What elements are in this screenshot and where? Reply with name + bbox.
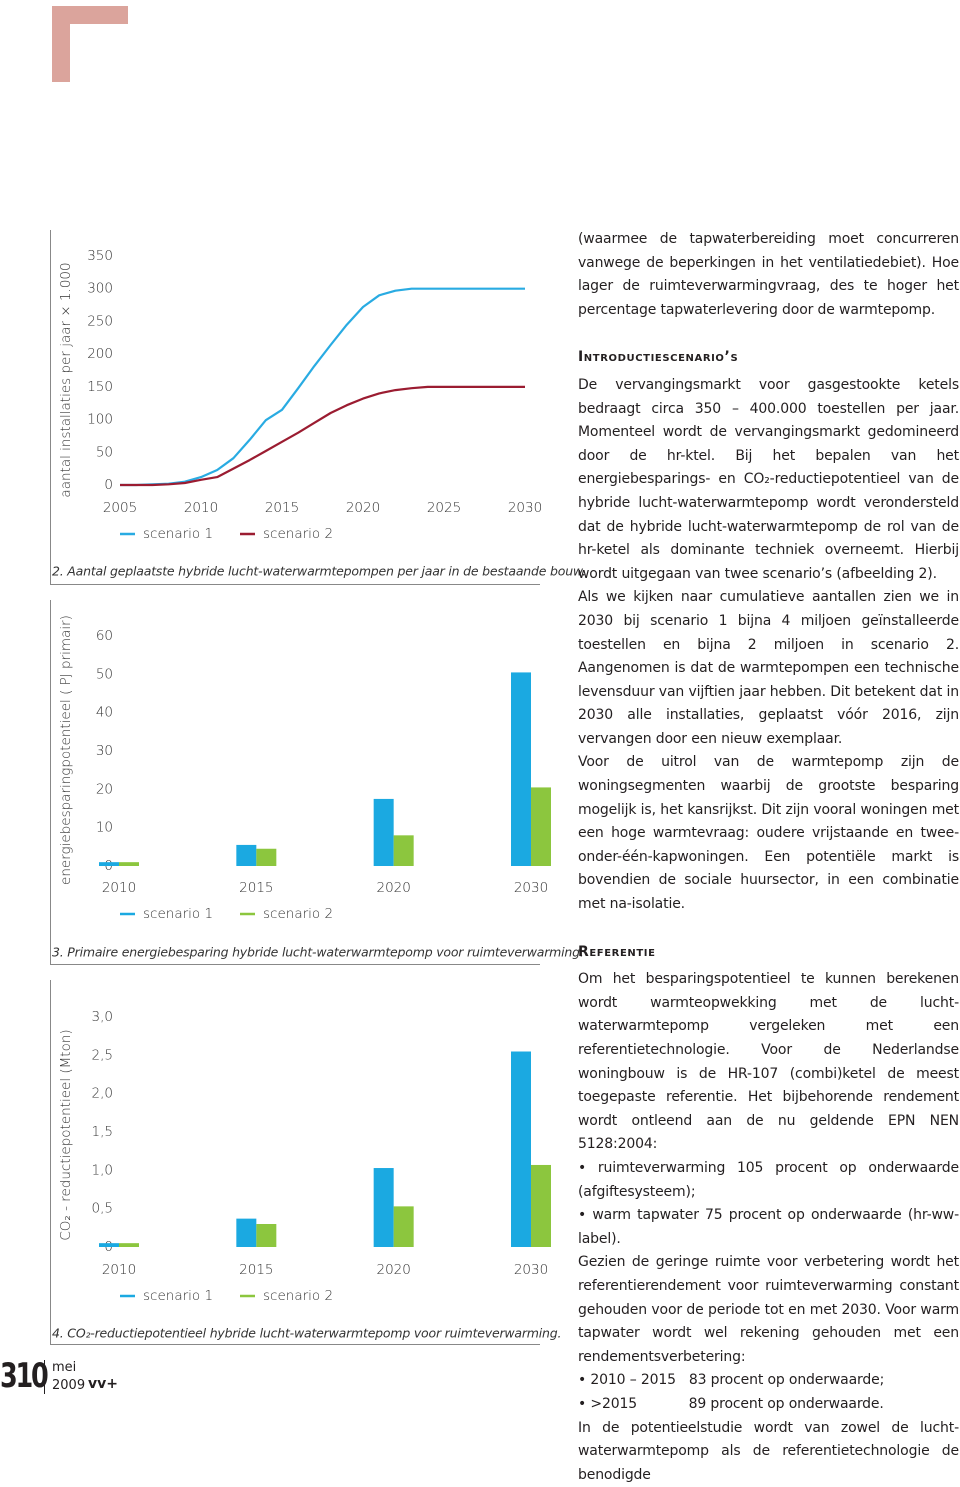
paragraph: (waarmee de tapwaterbereiding moet concu… bbox=[578, 228, 959, 322]
y-tick-label: 100 bbox=[87, 412, 113, 428]
bar bbox=[531, 787, 551, 866]
paragraph: Voor de uitrol van de warmtepomp zijn de… bbox=[578, 751, 959, 916]
legend-label: scenario 1 bbox=[143, 906, 213, 922]
x-tick-label: 2010 bbox=[102, 880, 136, 896]
y-axis-label: CO₂ - reductiepotentieel (Mton) bbox=[58, 1029, 74, 1240]
x-tick-label: 2015 bbox=[265, 500, 299, 516]
x-tick-label: 2010 bbox=[184, 500, 218, 516]
y-tick-label: 1,0 bbox=[92, 1162, 113, 1178]
x-tick-label: 2030 bbox=[514, 1262, 548, 1278]
legend-label: scenario 1 bbox=[143, 526, 213, 542]
x-tick-label: 2010 bbox=[102, 1262, 136, 1278]
magazine: vv+ bbox=[88, 1376, 118, 1392]
list-item: • ruimteverwarming 105 procent op onderw… bbox=[578, 1157, 959, 1204]
caption: 4. CO₂-reductiepotentieel hybride lucht-… bbox=[52, 1326, 561, 1341]
x-tick-label: 2020 bbox=[376, 1262, 410, 1278]
bar bbox=[394, 1206, 414, 1247]
decoration bbox=[52, 6, 70, 82]
x-tick-label: 2020 bbox=[346, 500, 380, 516]
chart: 0102030405060energiebesparingpotentieel … bbox=[50, 600, 540, 965]
article: (waarmee de tapwaterbereiding moet concu… bbox=[578, 228, 959, 1487]
y-tick-label: 200 bbox=[87, 346, 113, 362]
x-tick-label: 2030 bbox=[514, 880, 548, 896]
y-tick-label: 2,5 bbox=[92, 1047, 113, 1063]
divider bbox=[44, 1360, 45, 1394]
bar bbox=[531, 1165, 551, 1247]
y-tick-label: 2,0 bbox=[92, 1086, 113, 1102]
y-tick-label: 20 bbox=[96, 781, 113, 797]
heading: Introductiescenario’s bbox=[578, 346, 959, 370]
page-number: 310 bbox=[0, 1356, 46, 1396]
y-tick-label: 0,5 bbox=[92, 1201, 113, 1217]
paragraph: Als we kijken naar cumulatieve aantallen… bbox=[578, 586, 959, 751]
page: 0 50 100 150 200 250 300 350 aantal installaties… bbox=[0, 0, 960, 1396]
paragraph: De vervangingsmarkt voor gasgestookte ke… bbox=[578, 374, 959, 586]
paragraph: Gezien de geringe ruimte voor verbeterin… bbox=[578, 1251, 959, 1369]
list-item: • >2015 89 procent op onderwaarde. bbox=[578, 1393, 959, 1417]
month: mei bbox=[52, 1360, 76, 1375]
year: 2009 bbox=[52, 1378, 85, 1393]
y-tick-label: 0 bbox=[104, 477, 113, 493]
bar bbox=[99, 1243, 119, 1247]
bar bbox=[256, 1224, 276, 1247]
list-item: • 2010 – 2015 83 procent op onderwaarde; bbox=[578, 1369, 959, 1393]
list-item: • warm tapwater 75 procent op onderwaard… bbox=[578, 1204, 959, 1251]
y-axis-label: aantal installaties per jaar × 1.000 bbox=[58, 262, 74, 497]
legend-label: scenario 2 bbox=[263, 526, 333, 542]
y-tick-label: 30 bbox=[96, 743, 113, 759]
bar bbox=[394, 835, 414, 866]
paragraph: Om het besparingspotentieel te kunnen be… bbox=[578, 968, 959, 1157]
y-tick-label: 50 bbox=[96, 444, 113, 460]
y-tick-label: 3,0 bbox=[92, 1009, 113, 1025]
y-tick-label: 150 bbox=[87, 379, 113, 395]
y-tick-label: 300 bbox=[87, 281, 113, 297]
x-tick-label: 2015 bbox=[239, 1262, 273, 1278]
legend-label: scenario 1 bbox=[143, 1288, 213, 1304]
paragraph: In de potentieelstudie wordt van zowel d… bbox=[578, 1417, 959, 1487]
y-tick-label: 40 bbox=[96, 705, 113, 721]
bar bbox=[256, 849, 276, 866]
bar bbox=[374, 1168, 394, 1247]
caption: 3. Primaire energiebesparing hybride luc… bbox=[52, 945, 584, 960]
bar bbox=[236, 1219, 256, 1247]
y-tick-label: 60 bbox=[96, 628, 113, 644]
bar bbox=[119, 862, 139, 866]
caption: 2. Aantal geplaatste hybride lucht-water… bbox=[52, 564, 586, 579]
x-tick-label: 2025 bbox=[427, 500, 461, 516]
y-tick-label: 10 bbox=[96, 820, 113, 836]
bar bbox=[119, 1243, 139, 1247]
x-tick-label: 2005 bbox=[103, 500, 137, 516]
y-axis-label: energiebesparingpotentieel ( PJ primair) bbox=[58, 615, 74, 885]
bar bbox=[99, 862, 119, 866]
bar bbox=[511, 672, 531, 866]
heading: Referentie bbox=[578, 941, 959, 965]
y-tick-label: 250 bbox=[87, 313, 113, 329]
y-tick-label: 50 bbox=[96, 666, 113, 682]
y-tick-label: 1,5 bbox=[92, 1124, 113, 1140]
x-tick-label: 2030 bbox=[508, 500, 542, 516]
chart: 0 50 100 150 200 250 300 350 aantal installaties… bbox=[50, 230, 540, 585]
bar bbox=[511, 1052, 531, 1248]
y-tick-label: 350 bbox=[87, 248, 113, 264]
bar bbox=[236, 845, 256, 866]
legend-label: scenario 2 bbox=[263, 906, 333, 922]
bar bbox=[374, 799, 394, 866]
x-tick-label: 2015 bbox=[239, 880, 273, 896]
legend-label: scenario 2 bbox=[263, 1288, 333, 1304]
line-series bbox=[120, 387, 525, 485]
x-tick-label: 2020 bbox=[376, 880, 410, 896]
